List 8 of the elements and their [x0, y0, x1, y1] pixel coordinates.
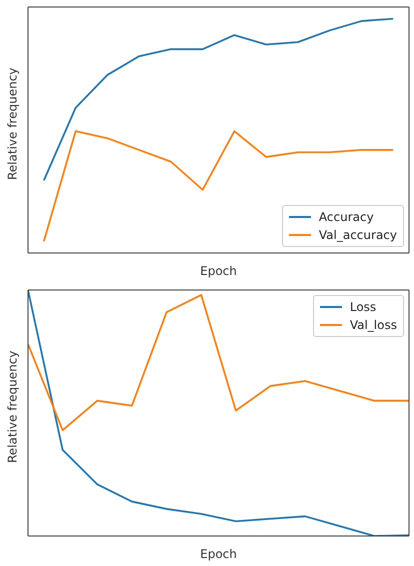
- y-axis-title: Relative frequency: [5, 68, 20, 180]
- legend-label: Accuracy: [318, 209, 374, 226]
- x-axis-title: Epoch: [200, 264, 237, 278]
- legend-label: Val_accuracy: [318, 227, 397, 244]
- x-axis-title: Epoch: [200, 547, 237, 561]
- y-axis-title: Relative frequency: [5, 350, 20, 463]
- legend-label: Loss: [350, 299, 376, 316]
- legend-label: Val_loss: [350, 317, 397, 334]
